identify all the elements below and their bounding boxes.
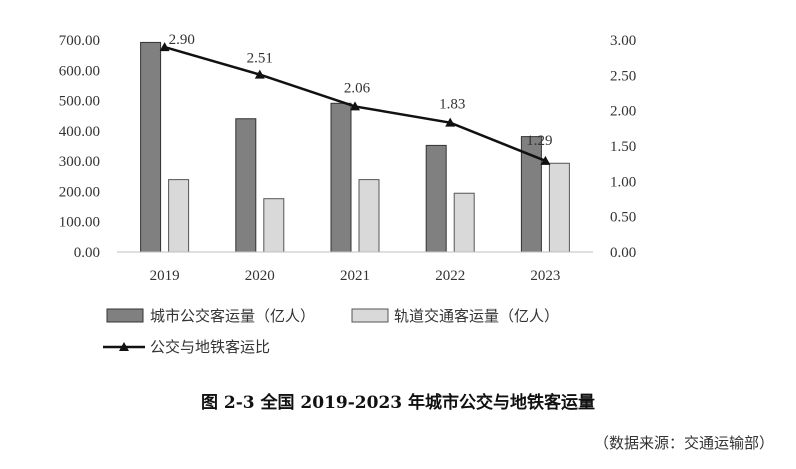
bar-rail-2023 — [548, 162, 570, 253]
right-tick-label: 3.00 — [610, 33, 636, 49]
ratio-line-layer: 2.90 2.51 2.06 1.83 1.29 — [159, 32, 553, 165]
left-tick-label: 300.00 — [59, 154, 100, 170]
left-tick-label: 200.00 — [59, 184, 100, 200]
right-tick-label: 1.00 — [610, 174, 636, 190]
bar-rail-2020 — [263, 198, 285, 253]
bar-bus-2019 — [140, 41, 162, 253]
legend-label-ratio: 公交与地铁客运比 — [150, 338, 270, 356]
left-tick-label: 500.00 — [59, 94, 100, 110]
x-tick-label: 2019 — [150, 268, 180, 284]
axes-layer: 0.00 100.00 200.00 300.00 400.00 500.00 600.00… — [59, 33, 637, 284]
legend-marker-ratio — [119, 342, 129, 351]
ratio-marker-2023 — [540, 155, 551, 165]
legend: 城市公交客运量（亿人） 轨道交通客运量（亿人） 公交与地铁客运比 — [103, 307, 559, 356]
bar-bus-2020 — [235, 118, 257, 253]
x-tick-label: 2021 — [340, 268, 370, 284]
x-tick-label: 2022 — [435, 268, 465, 284]
bars-layer — [140, 41, 570, 253]
legend-swatch-rail — [351, 308, 389, 323]
ratio-data-label: 2.90 — [169, 32, 195, 48]
legend-label-rail: 轨道交通客运量（亿人） — [394, 307, 559, 325]
ratio-marker-2020 — [254, 69, 265, 79]
bar-rail-2022 — [453, 192, 475, 253]
figure-caption: 图 2-3 全国 2019-2023 年城市公交与地铁客运量 — [200, 393, 596, 413]
right-tick-label: 0.50 — [610, 210, 636, 226]
left-tick-label: 0.00 — [74, 245, 100, 261]
ratio-data-label: 2.51 — [247, 51, 273, 67]
right-tick-label: 2.00 — [610, 104, 636, 120]
left-tick-label: 600.00 — [59, 63, 100, 79]
ratio-data-label: 1.29 — [526, 133, 552, 149]
data-source: （数据来源：交通运输部） — [593, 434, 774, 452]
left-tick-label: 700.00 — [59, 33, 100, 49]
bar-rail-2021 — [358, 179, 380, 253]
legend-item-bus: 城市公交客运量（亿人） — [106, 307, 315, 325]
legend-item-rail: 轨道交通客运量（亿人） — [351, 307, 559, 325]
left-tick-label: 100.00 — [59, 215, 100, 231]
bar-bus-2021 — [330, 102, 352, 253]
legend-item-ratio: 公交与地铁客运比 — [103, 338, 270, 356]
ratio-marker-2022 — [445, 117, 456, 127]
legend-label-bus: 城市公交客运量（亿人） — [150, 307, 315, 325]
x-tick-label: 2023 — [530, 268, 560, 284]
legend-swatch-bus — [106, 308, 144, 323]
right-tick-label: 2.50 — [610, 68, 636, 84]
combo-chart: 0.00 100.00 200.00 300.00 400.00 500.00 600.00… — [59, 32, 637, 356]
ratio-marker-2019 — [159, 42, 170, 52]
ratio-marker-2021 — [350, 101, 360, 111]
x-tick-label: 2020 — [245, 268, 275, 284]
bar-rail-2019 — [168, 179, 190, 253]
ratio-data-label: 1.83 — [439, 97, 465, 113]
bar-bus-2022 — [425, 144, 447, 253]
right-tick-label: 0.00 — [610, 245, 636, 261]
ratio-data-label: 2.06 — [344, 80, 371, 96]
left-tick-label: 400.00 — [59, 124, 100, 140]
right-tick-label: 1.50 — [610, 139, 636, 155]
